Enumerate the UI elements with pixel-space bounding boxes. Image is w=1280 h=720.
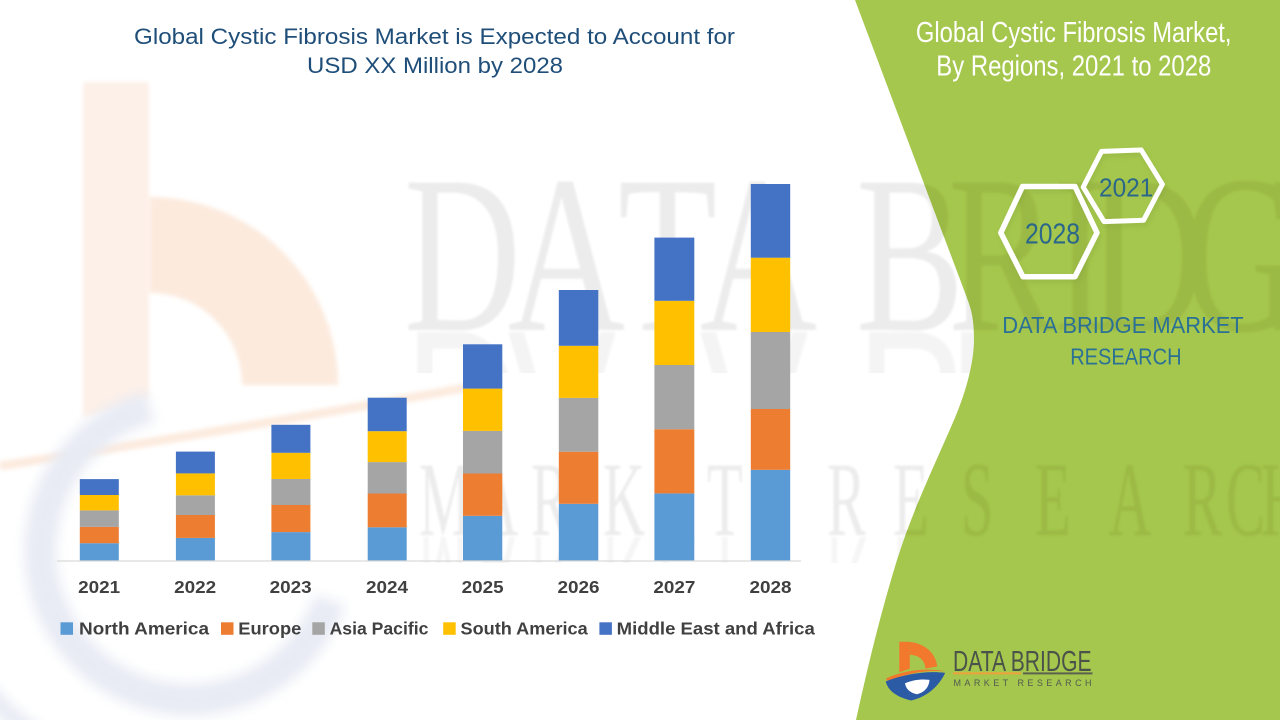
svg-text:Global Cystic Fibrosis Market,: Global Cystic Fibrosis Market, <box>916 16 1232 48</box>
svg-text:2026: 2026 <box>558 577 600 597</box>
svg-text:2021: 2021 <box>1099 174 1153 202</box>
svg-text:DATA BRIDGE MARKET: DATA BRIDGE MARKET <box>1002 312 1243 338</box>
svg-text:M A R K E T R E S E A R C H: M A R K E T R E S E A R C H <box>954 678 1092 688</box>
svg-text:2022: 2022 <box>174 577 216 597</box>
svg-text:2028: 2028 <box>750 577 792 597</box>
svg-text:2028: 2028 <box>1025 219 1080 251</box>
svg-text:2023: 2023 <box>270 577 312 597</box>
svg-text:North America: North America <box>79 618 209 638</box>
svg-text:2024: 2024 <box>366 577 408 597</box>
svg-text:By Regions, 2021 to 2028: By Regions, 2021 to 2028 <box>936 49 1211 81</box>
svg-text:RESEARCH: RESEARCH <box>1070 344 1181 370</box>
svg-text:2025: 2025 <box>462 577 504 597</box>
svg-text:2021: 2021 <box>78 577 120 597</box>
svg-text:USD XX Million by 2028: USD XX Million by 2028 <box>307 53 563 78</box>
svg-text:2027: 2027 <box>653 577 695 597</box>
svg-text:South America: South America <box>461 618 589 638</box>
svg-text:Global Cystic Fibrosis Market: Global Cystic Fibrosis Market is Expecte… <box>134 24 736 49</box>
svg-text:Asia Pacific: Asia Pacific <box>330 618 429 638</box>
svg-text:Middle East and Africa: Middle East and Africa <box>617 618 816 638</box>
svg-text:DATA BRIDGE: DATA BRIDGE <box>953 645 1092 677</box>
svg-text:Europe: Europe <box>238 618 301 638</box>
